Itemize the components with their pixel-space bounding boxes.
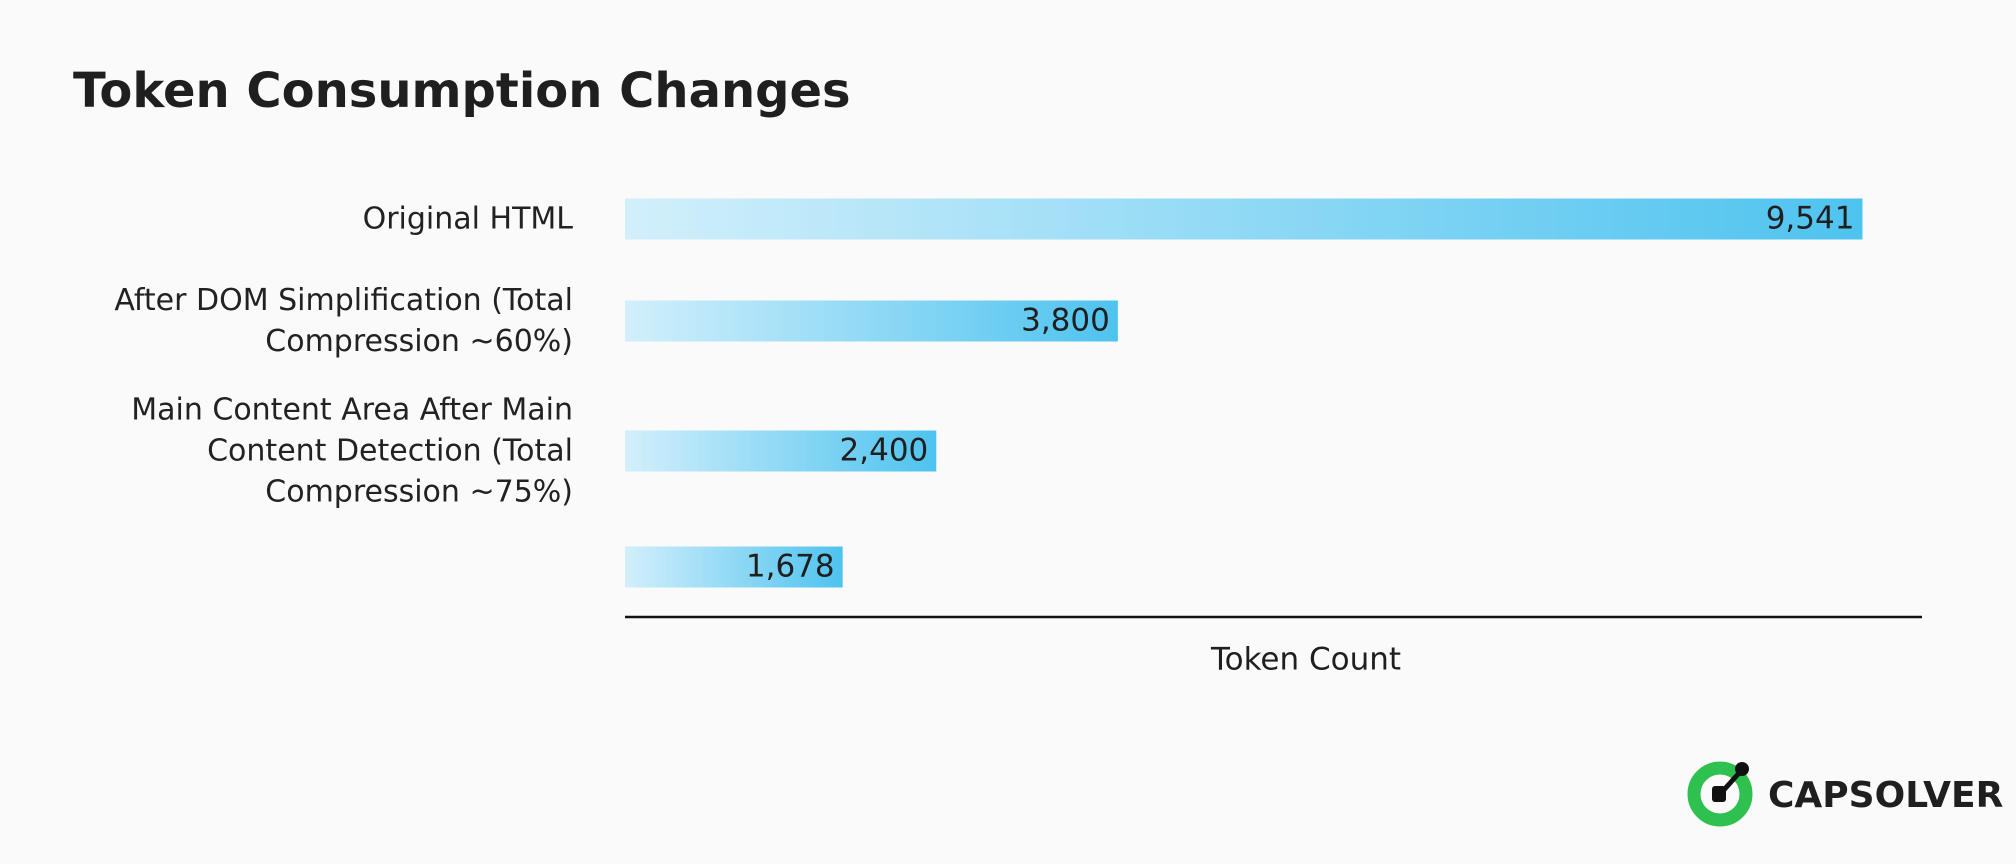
bar [625, 198, 1863, 240]
value-label: 9,541 [1766, 201, 1855, 237]
x-axis-label: Token Count [1210, 642, 1401, 678]
chart-title: Token Consumption Changes [73, 63, 851, 119]
bar [625, 546, 843, 588]
bar [625, 430, 937, 472]
brand: CAPSOLVER [1768, 775, 2003, 816]
bar [625, 300, 1118, 342]
y-tick-label: Original HTML [362, 201, 573, 237]
logo-ring [1687, 761, 1753, 827]
logo-knob [1735, 762, 1749, 776]
logo-base [1712, 786, 1726, 802]
logo: CAPSOLVER [1687, 761, 2003, 827]
value-label: 1,678 [746, 549, 835, 585]
y-tick-label: Main Content Area After Main Content Det… [131, 392, 573, 510]
value-label: 3,800 [1021, 303, 1110, 339]
y-tick-label: After DOM Simplification (Total Compress… [114, 283, 573, 359]
value-label: 2,400 [840, 433, 929, 469]
